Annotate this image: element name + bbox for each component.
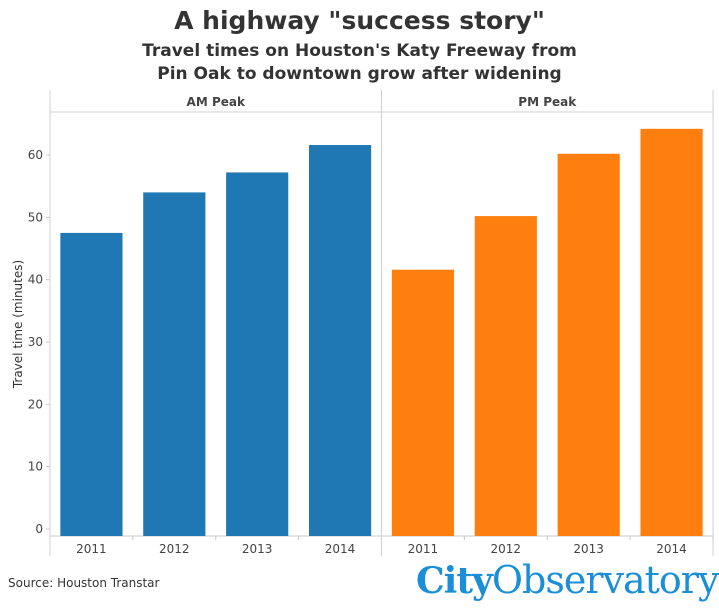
y-tick-label: 60 [28, 148, 43, 162]
bar-pm-peak-2011 [391, 269, 455, 536]
x-tick-label: 2011 [408, 542, 439, 556]
x-tick-label: 2013 [242, 542, 273, 556]
x-tick-label: 2013 [573, 542, 604, 556]
y-tick-label: 50 [28, 210, 43, 224]
bar-am-peak-2011 [60, 232, 123, 536]
y-tick-label: 40 [28, 273, 43, 287]
logo-city-text: City [416, 560, 493, 602]
panel-header-label: AM Peak [187, 95, 246, 109]
chart-subtitle: Travel times on Houston's Katy Freeway f… [0, 40, 719, 86]
x-tick-label: 2011 [76, 542, 107, 556]
bar-am-peak-2014 [308, 145, 372, 536]
x-tick-label: 2012 [491, 542, 522, 556]
y-tick-label: 30 [28, 335, 43, 349]
bar-pm-peak-2013 [557, 153, 620, 536]
bar-pm-peak-2014 [640, 128, 703, 536]
subtitle-line-2: Pin Oak to downtown grow after widening [157, 64, 562, 84]
y-axis-label: Travel time (minutes) [11, 260, 25, 389]
y-tick-label: 10 [28, 460, 43, 474]
panel-header-label: PM Peak [518, 95, 577, 109]
logo-observatory-text: Observatory [491, 558, 719, 602]
x-tick-label: 2014 [325, 542, 356, 556]
city-observatory-logo: CityObservatory [416, 558, 719, 602]
bar-am-peak-2013 [226, 172, 289, 536]
subtitle-line-1: Travel times on Houston's Katy Freeway f… [142, 41, 577, 61]
y-tick-label: 20 [28, 397, 43, 411]
bar-am-peak-2012 [143, 192, 206, 536]
chart-title: A highway "success story" [174, 6, 545, 35]
x-tick-label: 2014 [656, 542, 687, 556]
y-tick-label: 0 [35, 522, 43, 536]
x-tick-label: 2012 [159, 542, 190, 556]
bar-pm-peak-2012 [474, 216, 537, 536]
source-note: Source: Houston Transtar [8, 576, 160, 590]
